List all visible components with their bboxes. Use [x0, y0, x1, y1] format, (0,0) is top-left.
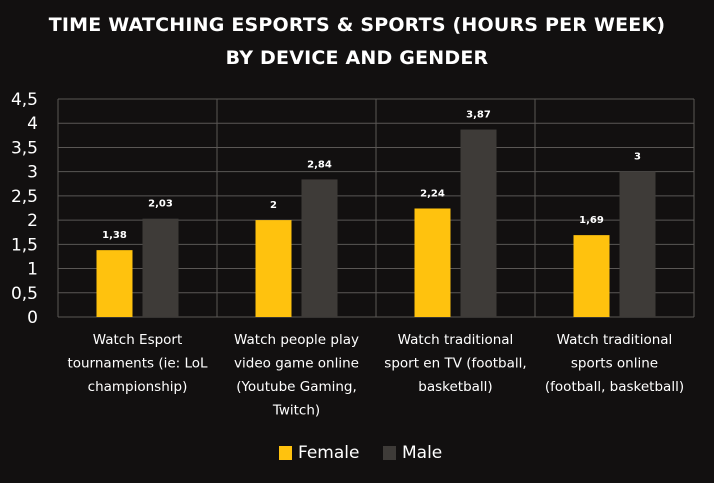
y-tick-label: 1: [27, 260, 38, 280]
bar-female: [573, 235, 610, 317]
x-category-label-line: Twitch): [272, 403, 320, 419]
legend-label: Female: [298, 443, 359, 463]
x-category-label-line: sports online: [571, 356, 658, 372]
x-category-label-line: video game online: [234, 356, 359, 372]
bar-male: [619, 171, 656, 317]
legend-swatch-female: [279, 446, 292, 460]
x-category-label: Watch Esport tournaments (ie: LoL champion…: [67, 332, 208, 395]
data-label: 3: [634, 152, 641, 163]
x-category-label-line: (football, basketball): [545, 379, 684, 395]
x-category-label-line: Watch Esport: [93, 332, 183, 348]
y-tick-label: 3: [27, 163, 38, 183]
chart-title-line-1: TIME WATCHING ESPORTS & SPORTS (HOURS PE…: [48, 14, 666, 36]
bar-male: [142, 218, 179, 317]
data-label: 3,87: [466, 110, 491, 121]
y-tick-label: 3,5: [11, 138, 38, 158]
legend-swatch-male: [383, 446, 396, 460]
y-tick-label: 0: [27, 308, 38, 328]
y-tick-label: 2: [27, 211, 38, 231]
x-category-label-line: championship): [88, 379, 188, 395]
data-label: 2,24: [420, 188, 445, 199]
y-tick-label: 2,5: [11, 187, 38, 207]
bar-female: [414, 208, 451, 317]
y-tick-label: 4: [27, 114, 38, 134]
bar-female: [96, 250, 133, 317]
data-label: 1,69: [579, 215, 604, 226]
bar-male: [301, 179, 338, 317]
bar-female: [255, 220, 292, 317]
legend-label: Male: [402, 443, 442, 463]
data-label: 2,84: [307, 159, 332, 170]
x-category-label: Watch traditional sport en TV (football, b…: [384, 332, 526, 395]
x-category-label-line: basketball): [418, 379, 492, 395]
bar-male: [460, 129, 497, 317]
x-category-label-line: (Youtube Gaming,: [236, 379, 357, 395]
data-label: 2: [270, 200, 277, 211]
x-category-label-line: Watch traditional: [398, 332, 514, 348]
x-category-label-line: sport en TV (football,: [384, 356, 526, 372]
data-label: 1,38: [102, 230, 127, 241]
x-category-label-line: tournaments (ie: LoL: [67, 356, 208, 372]
x-category-label: Watch traditional sports online (football,…: [545, 332, 684, 395]
chart-title-line-2: BY DEVICE AND GENDER: [225, 47, 489, 69]
y-tick-label: 1,5: [11, 235, 38, 255]
y-tick-label: 0,5: [11, 284, 38, 304]
x-category-label: Watch people play video game online (Youtu…: [234, 332, 359, 419]
x-category-label-line: Watch traditional: [557, 332, 673, 348]
data-label: 2,03: [148, 199, 173, 210]
x-category-label-line: Watch people play: [234, 332, 359, 348]
y-tick-label: 4,5: [11, 90, 38, 110]
